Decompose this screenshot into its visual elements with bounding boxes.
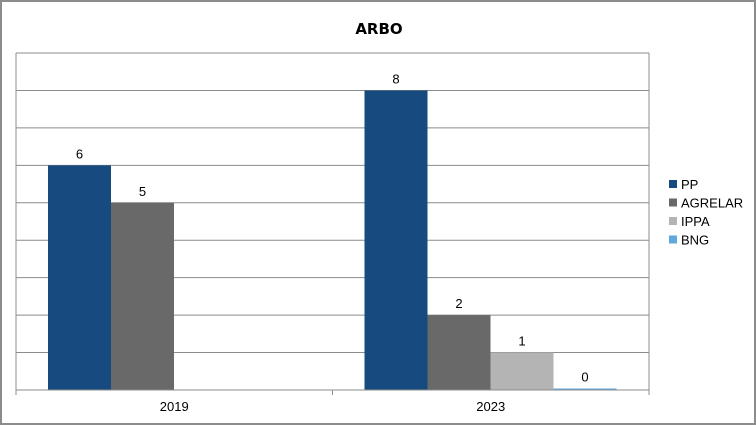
bars bbox=[48, 90, 617, 390]
bar-agrelar-2019 bbox=[111, 202, 174, 390]
data-labels: 6 5 8 2 1 0 bbox=[76, 71, 589, 384]
legend-label-agrelar: AGRELAR bbox=[681, 196, 743, 211]
x-tick-label-2019: 2019 bbox=[160, 399, 189, 414]
legend-swatch-pp bbox=[669, 180, 677, 188]
data-label-pp-2023: 8 bbox=[392, 71, 399, 86]
x-axis: 2019 2023 bbox=[15, 389, 650, 414]
chart-title: ARBO bbox=[355, 20, 402, 38]
bar-bng-2023 bbox=[553, 388, 617, 390]
data-label-bng-2023: 0 bbox=[581, 370, 588, 385]
data-label-agrelar-2023: 2 bbox=[455, 296, 462, 311]
x-tick-label-2023: 2023 bbox=[476, 399, 505, 414]
legend-label-ippa: IPPA bbox=[681, 214, 710, 229]
legend: PP AGRELAR IPPA BNG bbox=[669, 177, 743, 248]
legend-swatch-bng bbox=[669, 235, 677, 244]
bar-pp-2019 bbox=[48, 165, 111, 390]
data-label-agrelar-2019: 5 bbox=[139, 184, 146, 199]
legend-swatch-agrelar bbox=[669, 198, 677, 207]
data-label-pp-2019: 6 bbox=[76, 146, 83, 161]
bar-pp-2023 bbox=[364, 90, 428, 390]
bar-agrelar-2023 bbox=[427, 315, 491, 390]
bar-ippa-2023 bbox=[490, 352, 554, 390]
legend-swatch-ippa bbox=[669, 217, 677, 225]
legend-label-bng: BNG bbox=[681, 233, 709, 248]
data-label-ippa-2023: 1 bbox=[518, 334, 525, 349]
legend-label-pp: PP bbox=[681, 177, 698, 192]
